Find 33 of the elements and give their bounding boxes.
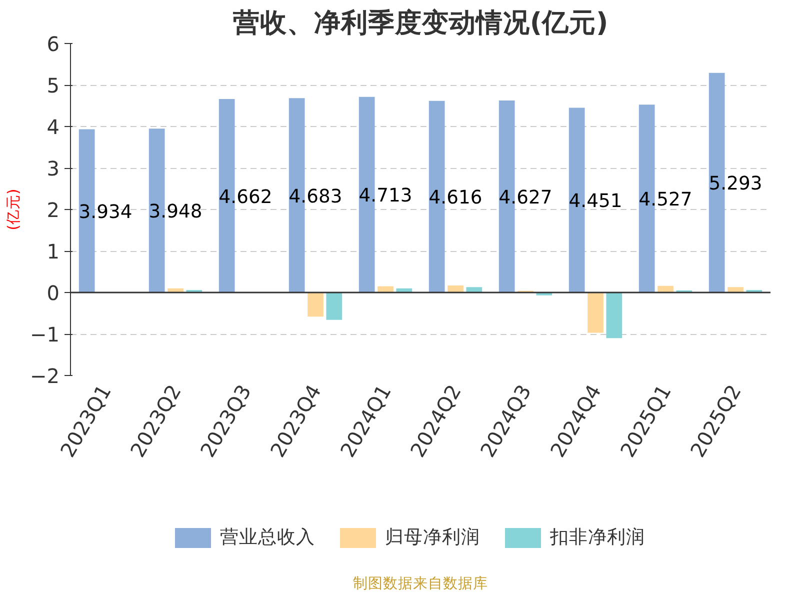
data-label: 4.627 xyxy=(498,187,552,208)
data-label: 5.293 xyxy=(708,174,762,195)
text: 制图数据来自数据库 xyxy=(353,575,488,592)
chart-title: 营收、净利季度变动情况(亿元) xyxy=(232,8,608,38)
bar xyxy=(658,286,674,292)
legend-label: 归母净利润 xyxy=(385,526,480,550)
y-tick-label: −1 xyxy=(30,322,60,346)
y-axis-title: (亿元) xyxy=(5,188,22,230)
y-tick-label: 0 xyxy=(46,281,60,305)
y-tick-label: 2 xyxy=(46,198,60,222)
data-label: 4.616 xyxy=(428,188,482,209)
bar xyxy=(728,287,744,292)
data-label: 4.451 xyxy=(568,191,622,212)
bar xyxy=(448,285,464,292)
y-tick-label: 3 xyxy=(46,156,60,180)
bar xyxy=(606,292,622,338)
data-label: 4.713 xyxy=(358,186,412,207)
data-label: 4.683 xyxy=(288,186,342,208)
y-tick-label: 4 xyxy=(46,115,60,139)
bar xyxy=(588,292,604,333)
legend-label: 扣非净利润 xyxy=(550,526,645,550)
y-tick-label: 1 xyxy=(46,240,60,264)
y-tick-label: −2 xyxy=(30,364,60,388)
y-tick-label: 6 xyxy=(46,32,60,56)
bar xyxy=(308,292,324,317)
bar xyxy=(466,287,482,292)
data-label: 4.527 xyxy=(638,190,692,211)
bar xyxy=(326,292,342,320)
data-label: 4.662 xyxy=(218,186,272,208)
data-label: 3.934 xyxy=(78,202,132,223)
y-tick-label: 5 xyxy=(46,74,60,98)
data-label: 3.948 xyxy=(148,202,202,223)
legend-label: 营业总收入 xyxy=(220,526,315,550)
